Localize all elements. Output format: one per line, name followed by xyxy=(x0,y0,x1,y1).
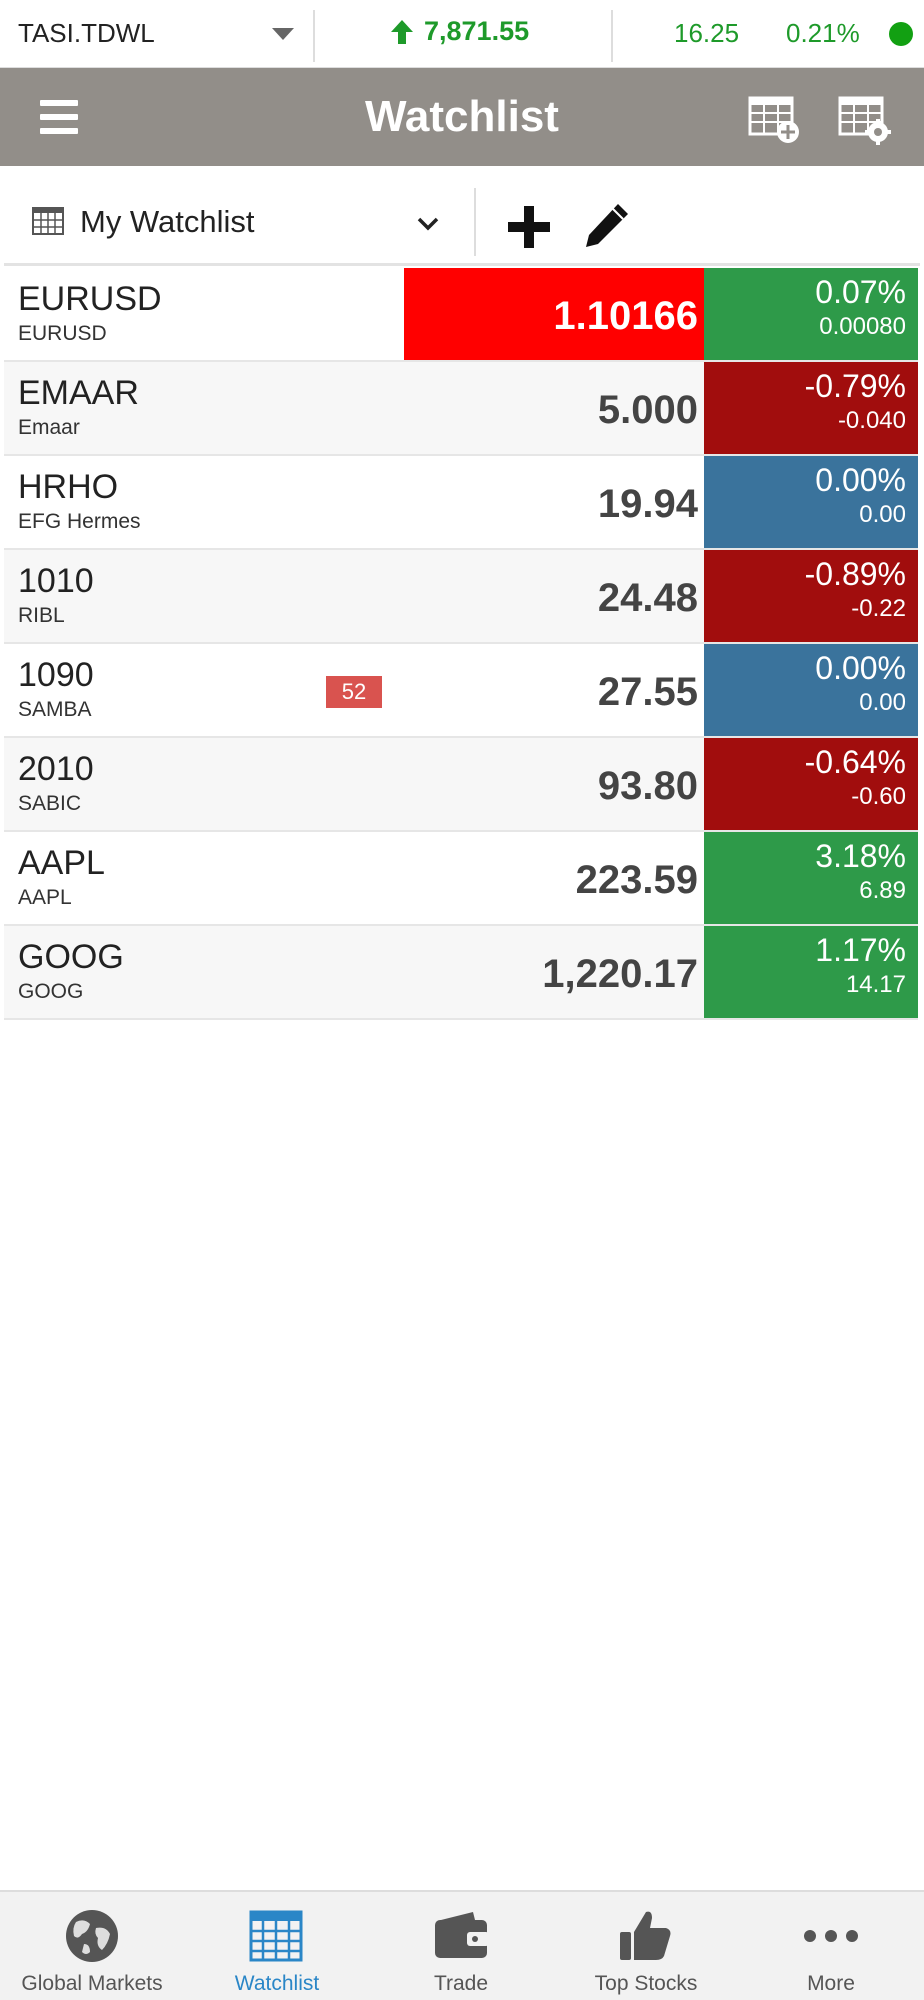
last-price: 27.55 xyxy=(597,670,698,714)
table-row[interactable]: EMAAR Emaar 5.000 -0.79% -0.040 xyxy=(4,362,918,456)
market-status-dot xyxy=(889,22,913,46)
change-percent: 0.07% xyxy=(815,274,906,310)
symbol-name: RIBL xyxy=(18,604,65,627)
nav-label: Trade xyxy=(433,1972,489,1995)
change-amount: 0.00 xyxy=(859,501,906,528)
index-change: 16.25 xyxy=(674,18,740,48)
symbol-code: 1010 xyxy=(18,562,94,600)
app-header: Watchlist xyxy=(0,68,924,166)
change-cell[interactable]: 0.07% 0.00080 xyxy=(704,268,918,360)
last-price: 1,220.17 xyxy=(542,952,698,996)
last-price: 19.94 xyxy=(597,482,698,526)
change-amount: -0.040 xyxy=(837,407,906,434)
change-cell[interactable]: -0.79% -0.040 xyxy=(704,362,918,454)
pencil-icon[interactable] xyxy=(582,200,632,250)
arrow-up-icon xyxy=(391,19,413,44)
change-percent: -0.89% xyxy=(804,556,906,592)
ticker-divider xyxy=(313,10,315,62)
nav-more[interactable]: More xyxy=(739,1892,923,2000)
page-title: Watchlist xyxy=(365,92,559,141)
change-percent: -0.79% xyxy=(804,368,906,404)
market-ticker-bar: TASI.TDWL 7,871.55 16.25 0.21% xyxy=(0,0,924,68)
symbol-name: EURUSD xyxy=(18,322,107,345)
change-amount: 0.00 xyxy=(859,689,906,716)
market-dropdown-caret-icon[interactable] xyxy=(272,28,294,40)
index-value-group: 7,871.55 xyxy=(390,16,529,47)
price-highlight xyxy=(404,268,704,360)
last-price: 93.80 xyxy=(597,764,698,808)
chevron-down-icon[interactable] xyxy=(416,216,440,232)
change-cell[interactable]: -0.64% -0.60 xyxy=(704,738,918,830)
symbol-name: EFG Hermes xyxy=(18,510,141,533)
last-price: 5.000 xyxy=(597,388,698,432)
wallet-icon xyxy=(435,1912,489,1958)
change-amount: -0.22 xyxy=(851,595,906,622)
symbol-code: GOOG xyxy=(18,938,124,976)
change-amount: 6.89 xyxy=(859,877,906,904)
nav-label: More xyxy=(807,1972,855,1995)
globe-icon xyxy=(66,1910,118,1962)
change-cell[interactable]: 0.00% 0.00 xyxy=(704,456,918,548)
last-price: 223.59 xyxy=(575,858,698,902)
table-row[interactable]: EURUSD EURUSD 1.10166 0.07% 0.00080 xyxy=(4,268,918,362)
watchlist-settings-icon[interactable] xyxy=(836,90,892,146)
index-change-percent: 0.21% xyxy=(786,18,860,48)
table-row[interactable]: GOOG GOOG 1,220.17 1.17% 14.17 xyxy=(4,926,918,1020)
ticker-divider xyxy=(611,10,613,62)
thumbs-up-icon xyxy=(620,1911,671,1960)
nav-watchlist[interactable]: Watchlist xyxy=(185,1892,369,2000)
nav-label: Watchlist xyxy=(234,1972,320,1995)
last-price: 1.10166 xyxy=(553,294,698,338)
selector-divider xyxy=(474,188,476,256)
symbol-name: SAMBA xyxy=(18,698,92,721)
watchlist-table: EURUSD EURUSD 1.10166 0.07% 0.00080 EMAAR Emaa… xyxy=(4,268,918,1020)
nav-label: Top Stocks xyxy=(594,1972,698,1995)
symbol-code: 1090 xyxy=(18,656,94,694)
symbol-code: 2010 xyxy=(18,750,94,788)
bottom-navigation: Global Markets Watchlist Trade Top Stock… xyxy=(0,1890,924,2000)
symbol-name: SABIC xyxy=(18,792,82,815)
nav-trade[interactable]: Trade xyxy=(369,1892,553,2000)
alert-count-badge: 52 xyxy=(326,676,382,708)
table-row[interactable]: 1010 RIBL 24.48 -0.89% -0.22 xyxy=(4,550,918,644)
change-amount: 0.00080 xyxy=(819,313,906,340)
change-amount: 14.17 xyxy=(845,971,906,998)
change-percent: 3.18% xyxy=(815,838,906,874)
table-row[interactable]: 2010 SABIC 93.80 -0.64% -0.60 xyxy=(4,738,918,832)
calendar-grid-icon xyxy=(32,207,64,235)
watchlist-name-dropdown[interactable]: My Watchlist xyxy=(80,204,255,239)
more-dots-icon xyxy=(804,1930,858,1942)
market-symbol[interactable]: TASI.TDWL xyxy=(18,18,155,48)
change-cell[interactable]: 0.00% 0.00 xyxy=(704,644,918,736)
symbol-name: Emaar xyxy=(18,416,80,439)
watchlist-calendar-icon xyxy=(249,1910,303,1962)
symbol-code: EMAAR xyxy=(18,374,139,412)
index-value: 7,871.55 xyxy=(424,16,530,46)
change-percent: -0.64% xyxy=(804,744,906,780)
nav-top-stocks[interactable]: Top Stocks xyxy=(554,1892,738,2000)
change-percent: 1.17% xyxy=(815,932,906,968)
nav-global-markets[interactable]: Global Markets xyxy=(0,1892,184,2000)
last-price: 24.48 xyxy=(597,576,698,620)
symbol-code: EURUSD xyxy=(18,280,162,318)
symbol-code: HRHO xyxy=(18,468,119,506)
change-percent: 0.00% xyxy=(815,650,906,686)
change-cell[interactable]: -0.89% -0.22 xyxy=(704,550,918,642)
nav-label: Global Markets xyxy=(21,1972,163,1995)
table-row[interactable]: AAPL AAPL 223.59 3.18% 6.89 xyxy=(4,832,918,926)
change-cell[interactable]: 3.18% 6.89 xyxy=(704,832,918,924)
change-amount: -0.60 xyxy=(851,783,906,810)
symbol-code: AAPL xyxy=(18,844,105,882)
add-watchlist-icon[interactable] xyxy=(746,90,802,146)
watchlist-selector-bar: My Watchlist xyxy=(4,182,920,266)
table-row[interactable]: HRHO EFG Hermes 19.94 0.00% 0.00 xyxy=(4,456,918,550)
plus-icon[interactable] xyxy=(506,204,552,250)
change-cell[interactable]: 1.17% 14.17 xyxy=(704,926,918,1018)
hamburger-menu-icon[interactable] xyxy=(40,100,78,134)
symbol-name: AAPL xyxy=(18,886,72,909)
change-percent: 0.00% xyxy=(815,462,906,498)
table-row[interactable]: 1090 SAMBA 52 27.55 0.00% 0.00 xyxy=(4,644,918,738)
symbol-name: GOOG xyxy=(18,980,84,1003)
